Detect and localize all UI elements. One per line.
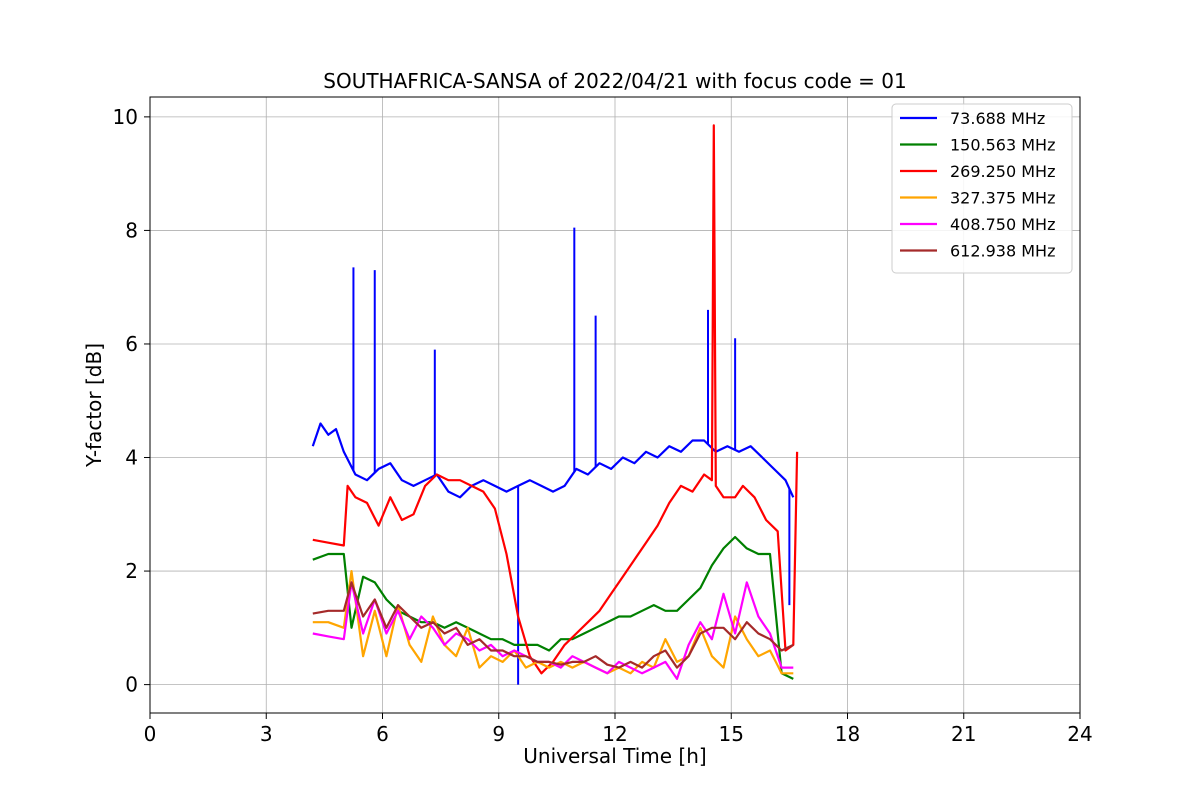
y-tick-label: 0 — [125, 673, 138, 697]
legend-label: 612.938 MHz — [950, 242, 1055, 261]
y-axis-label: Y-factor [dB] — [82, 343, 106, 468]
y-tick-label: 10 — [113, 105, 138, 129]
series-group — [311, 124, 799, 685]
x-tick-label: 18 — [835, 722, 860, 746]
legend-label: 269.250 MHz — [950, 162, 1055, 181]
legend-label: 408.750 MHz — [950, 215, 1055, 234]
legend: 73.688 MHz 150.563 MHz 269.250 MHz 327.375 … — [891, 103, 1073, 274]
chart-title: SOUTHAFRICA-SANSA of 2022/04/21 with foc… — [323, 69, 907, 93]
series-line-2 — [312, 535, 794, 680]
legend-label: 327.375 MHz — [950, 189, 1055, 208]
y-tick-label: 6 — [125, 332, 138, 356]
x-tick-label: 21 — [951, 722, 976, 746]
x-tick-label: 12 — [602, 722, 627, 746]
legend-box — [891, 103, 1073, 274]
y-tick-label: 4 — [125, 446, 138, 470]
x-tick-label: 9 — [492, 722, 505, 746]
x-tick-label: 15 — [719, 722, 744, 746]
x-tick-label: 3 — [260, 722, 273, 746]
legend-label: 73.688 MHz — [950, 109, 1045, 128]
x-axis-label: Universal Time [h] — [523, 744, 706, 768]
y-tick-label: 8 — [125, 218, 138, 242]
x-tick-label: 0 — [144, 722, 157, 746]
series-line-3 — [312, 124, 799, 675]
y-tick-label: 2 — [125, 559, 138, 583]
series-line-5 — [312, 581, 794, 680]
x-tick-label: 6 — [376, 722, 389, 746]
series-line-1 — [311, 422, 795, 499]
legend-label: 150.563 MHz — [950, 136, 1055, 155]
x-tick-label: 24 — [1067, 722, 1092, 746]
series-line-6 — [312, 581, 794, 669]
